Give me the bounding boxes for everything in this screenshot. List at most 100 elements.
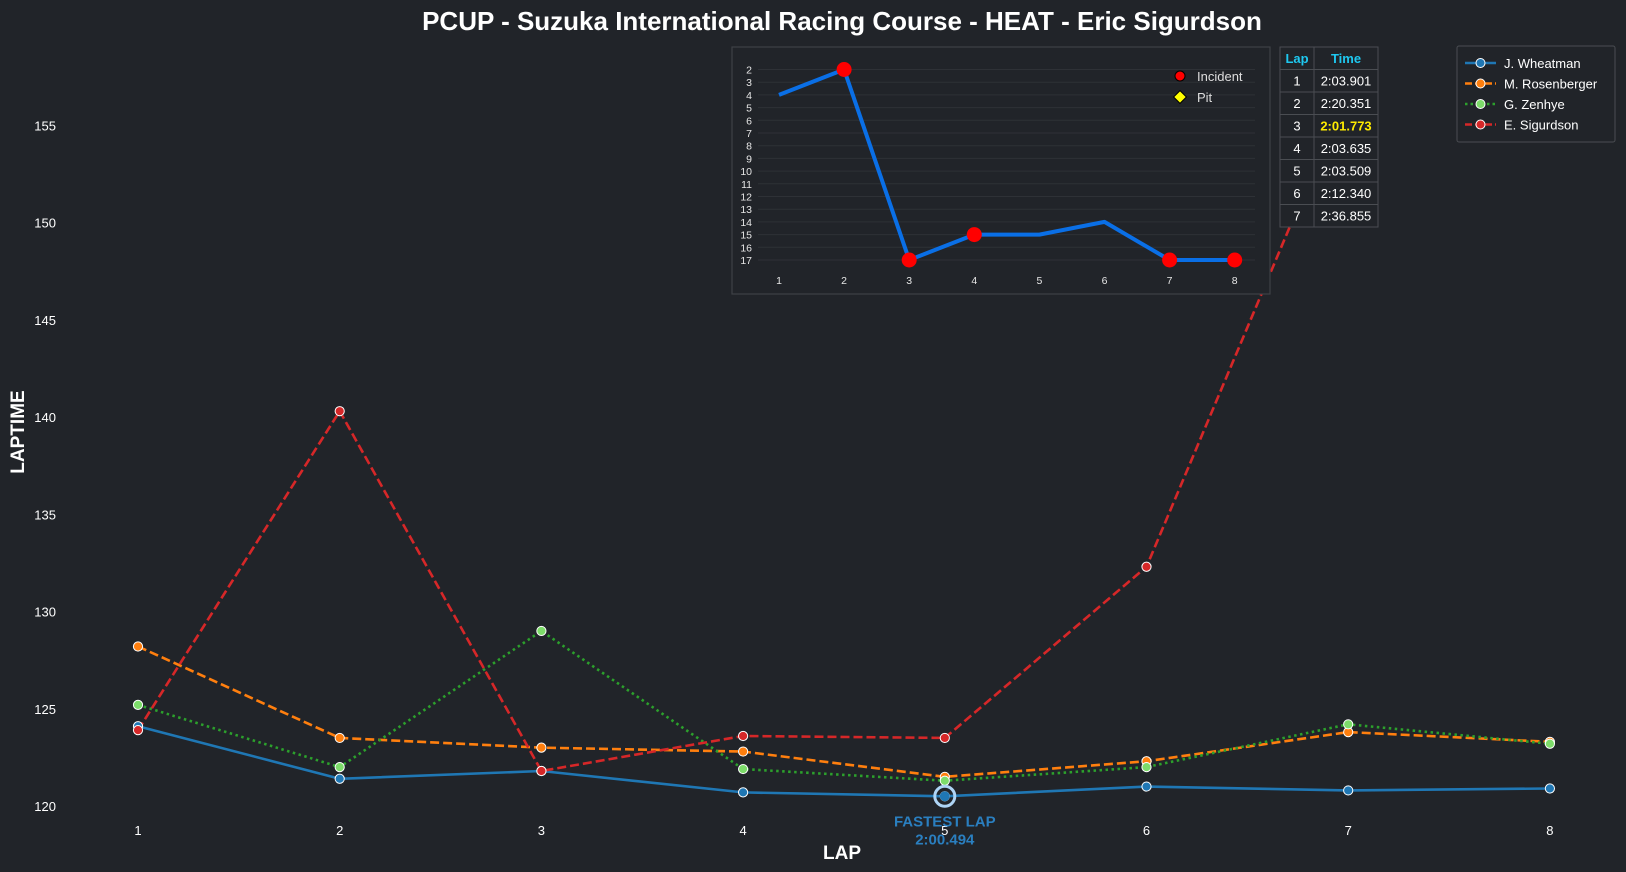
data-point-j-wheatman — [1343, 785, 1354, 796]
data-point-e-sigurdson — [1141, 561, 1152, 572]
inset-y-tick-label: 13 — [740, 204, 752, 216]
legend-marker-g-zenhye — [1475, 99, 1486, 109]
inset-y-tick-label: 16 — [740, 242, 752, 254]
data-point-j-wheatman — [1141, 781, 1152, 792]
inset-incident-points — [836, 62, 1243, 268]
table-cell-lap: 1 — [1293, 74, 1300, 89]
table-header-cell: Time — [1331, 51, 1361, 66]
data-point-e-sigurdson — [738, 730, 749, 742]
fastest-lap-marker-core — [939, 791, 950, 802]
y-tick-label: 120 — [34, 799, 56, 814]
table-cell-lap: 2 — [1293, 96, 1300, 111]
fastest-lap-time: 2:00.494 — [915, 831, 975, 848]
data-point-e-sigurdson — [132, 725, 144, 736]
inset-y-tick-label: 8 — [746, 141, 752, 153]
data-point-m-rosenberger — [738, 746, 749, 757]
main-series-points — [132, 83, 1556, 802]
inset-legend: Incident Pit — [1172, 69, 1243, 105]
inset-y-tick-label: 12 — [740, 192, 752, 204]
data-point-e-sigurdson — [334, 406, 345, 417]
x-tick-label: 7 — [1345, 823, 1352, 838]
inset-y-tick-label: 15 — [740, 230, 752, 242]
incident-legend-marker — [1174, 70, 1186, 82]
inset-y-tick-label: 4 — [746, 90, 752, 102]
y-tick-label: 140 — [34, 410, 56, 425]
y-tick-label: 150 — [34, 216, 56, 231]
table-cell-time-best: 2:01.773 — [1320, 119, 1371, 134]
table-header-cell: Lap — [1285, 51, 1308, 66]
inset-y-tick-label: 7 — [746, 128, 752, 140]
fastest-lap-marker — [933, 784, 957, 808]
inset-x-tick-label: 2 — [841, 275, 847, 287]
table-cell-time: 2:03.901 — [1321, 74, 1372, 89]
data-point-g-zenhye — [536, 625, 547, 637]
inset-x-tick-label: 8 — [1232, 275, 1238, 287]
chart-title: PCUP - Suzuka International Racing Cours… — [422, 6, 1262, 36]
data-point-g-zenhye — [738, 763, 749, 775]
incident-marker — [901, 252, 917, 268]
data-point-m-rosenberger — [334, 732, 345, 744]
inset-position-line — [778, 67, 1235, 262]
inset-y-tick-label: 2 — [746, 65, 752, 77]
data-point-g-zenhye — [1141, 762, 1152, 773]
fastest-lap-annotation: FASTEST LAP 2:00.494 — [894, 784, 996, 848]
table-cell-lap: 6 — [1293, 186, 1300, 201]
pit-legend-label: Pit — [1197, 90, 1213, 105]
legend-label-g-zenhye: G. Zenhye — [1504, 97, 1565, 112]
inset-y-tick-label: 17 — [740, 255, 752, 267]
legend-box — [1456, 45, 1616, 143]
data-point-j-wheatman — [334, 773, 345, 784]
y-tick-label: 135 — [34, 507, 56, 522]
y-tick-label: 155 — [34, 118, 56, 133]
fastest-lap-label: FASTEST LAP — [894, 813, 996, 830]
series-line-m-rosenberger — [137, 645, 1550, 779]
data-point-g-zenhye — [334, 762, 345, 773]
inset-y-tick-label: 10 — [740, 166, 752, 178]
x-tick-label: 2 — [336, 823, 343, 838]
table-cell-lap: 7 — [1293, 209, 1300, 224]
y-tick-label: 125 — [34, 702, 56, 717]
data-point-g-zenhye — [132, 699, 144, 710]
x-tick-label: 4 — [739, 823, 746, 838]
inset-y-tick-label: 14 — [740, 217, 752, 229]
data-point-j-wheatman — [738, 787, 749, 798]
data-point-m-rosenberger — [536, 742, 547, 753]
incident-marker — [1162, 252, 1178, 268]
x-tick-label: 8 — [1546, 823, 1553, 838]
legend-marker-e-sigurdson — [1475, 119, 1486, 130]
inset-x-tick-label: 6 — [1102, 275, 1108, 287]
y-tick-label: 130 — [34, 605, 56, 620]
x-tick-label: 6 — [1143, 823, 1150, 838]
data-point-m-rosenberger — [132, 641, 144, 652]
x-tick-label: 5 — [941, 823, 948, 838]
legend-label-m-rosenberger: M. Rosenberger — [1504, 77, 1598, 92]
table-cell-time: 2:03.635 — [1321, 141, 1372, 156]
legend: J. Wheatman M. Rosenberger G. Zenhye E. Sig… — [1456, 45, 1616, 143]
legend-marker-j-wheatman — [1475, 58, 1486, 68]
inset-y-tick-label: 11 — [741, 179, 752, 191]
data-point-e-sigurdson — [939, 732, 950, 744]
table-cell-lap: 4 — [1293, 141, 1300, 156]
inset-x-tick-label: 7 — [1167, 275, 1173, 287]
lap-time-table: Lap Time 1 2:03.901 2 2:20.351 3 2:01.773 4 2:03.… — [1279, 46, 1379, 228]
inset-y-tick-label: 6 — [746, 115, 752, 127]
inset-x-tick-label: 3 — [906, 275, 912, 287]
inset-frame — [731, 46, 1271, 295]
series-line-g-zenhye — [137, 629, 1551, 783]
table-cell-time: 2:20.351 — [1321, 96, 1372, 111]
inset-y-tick-label: 5 — [746, 103, 752, 115]
table-cell-time: 2:03.509 — [1321, 164, 1372, 179]
y-tick-label: 145 — [34, 313, 56, 328]
x-axis-label: LAP — [823, 843, 861, 864]
inset-y-tick-label: 9 — [746, 153, 752, 165]
incident-marker — [966, 227, 982, 243]
legend-marker-m-rosenberger — [1475, 78, 1486, 89]
series-line-j-wheatman — [137, 724, 1550, 798]
table-cell-time: 2:36.855 — [1321, 209, 1372, 224]
table-cell-lap: 3 — [1293, 119, 1300, 134]
y-axis-label: LAPTIME — [8, 390, 29, 473]
table-cell-lap: 5 — [1293, 164, 1300, 179]
inset-x-tick-label: 4 — [971, 275, 977, 287]
